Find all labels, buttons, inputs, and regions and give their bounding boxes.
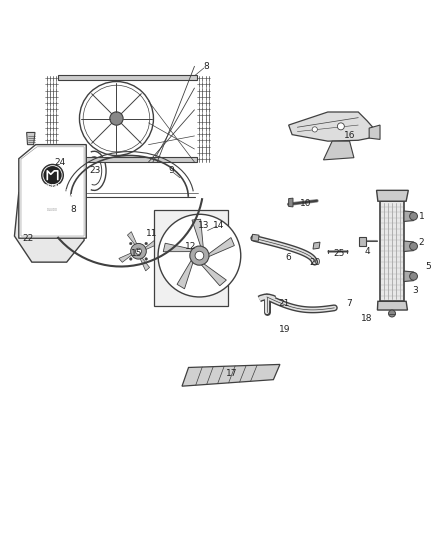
Text: 4: 4 [364,247,370,256]
Text: 3: 3 [412,286,418,295]
Circle shape [79,82,153,156]
Circle shape [186,237,217,268]
Text: 20: 20 [309,257,321,266]
Bar [23,160,82,214]
Polygon shape [404,211,413,221]
Circle shape [130,257,132,260]
Circle shape [410,243,417,250]
Polygon shape [323,141,354,160]
Text: ANTIFREEZE / COOLANT: ANTIFREEZE / COOLANT [27,194,78,198]
Circle shape [178,243,184,249]
Text: DILUIDO: DILUIDO [47,208,58,213]
Text: 8: 8 [71,205,76,214]
Circle shape [173,238,188,254]
Circle shape [389,310,396,317]
Polygon shape [14,184,84,262]
Circle shape [190,246,209,265]
Text: 16: 16 [344,132,355,140]
Circle shape [135,248,141,254]
Polygon shape [252,235,259,241]
Polygon shape [163,243,193,252]
Circle shape [145,243,148,245]
Text: MOPAR: MOPAR [44,183,61,188]
Polygon shape [58,157,197,162]
Polygon shape [313,242,320,249]
Text: 9: 9 [168,166,174,175]
Text: DO NOT ADD WATER: DO NOT ADD WATER [38,204,67,207]
Circle shape [158,214,241,297]
Text: 5 YEAR / 100,000 MILE: 5 YEAR / 100,000 MILE [36,199,69,203]
Text: 12: 12 [185,243,196,252]
Polygon shape [177,260,193,289]
Polygon shape [119,251,135,262]
Polygon shape [404,271,413,281]
Polygon shape [378,301,407,310]
Text: 5: 5 [425,262,431,271]
Circle shape [145,257,148,260]
Circle shape [61,218,72,228]
Text: 6: 6 [286,253,292,262]
Circle shape [40,163,65,188]
Polygon shape [127,232,138,248]
Polygon shape [404,241,413,252]
Polygon shape [289,198,293,207]
Circle shape [410,212,417,220]
Polygon shape [369,125,380,140]
Text: 25: 25 [333,249,344,258]
Circle shape [168,232,194,259]
Text: 21: 21 [279,299,290,308]
Text: 18: 18 [361,314,373,323]
Text: 50/50 PREDILUTED: 50/50 PREDILUTED [37,189,68,193]
Polygon shape [377,190,408,201]
Circle shape [337,123,344,130]
Polygon shape [58,75,197,80]
Text: 11: 11 [146,229,157,238]
Polygon shape [154,210,228,305]
Text: 14: 14 [213,221,225,230]
Circle shape [195,251,204,260]
Circle shape [312,127,318,132]
Polygon shape [201,263,226,286]
Polygon shape [289,112,374,141]
Text: 22: 22 [22,233,33,243]
Circle shape [110,112,123,125]
Polygon shape [27,133,35,144]
Circle shape [43,166,62,185]
Polygon shape [182,365,280,386]
Polygon shape [142,240,158,251]
Text: 19: 19 [279,325,290,334]
Polygon shape [208,238,234,257]
Text: 1: 1 [418,212,424,221]
Polygon shape [138,255,149,271]
Circle shape [130,243,132,245]
Text: 23: 23 [89,166,101,175]
Text: 15: 15 [131,249,142,258]
Polygon shape [192,219,203,248]
Text: 8: 8 [203,62,209,71]
Text: 10: 10 [300,199,312,208]
Polygon shape [359,237,366,246]
Polygon shape [19,144,86,238]
Text: 24: 24 [54,158,66,166]
Circle shape [131,244,146,259]
Circle shape [410,272,417,280]
Text: 7: 7 [347,299,353,308]
Polygon shape [380,201,404,301]
Text: 13: 13 [198,221,209,230]
Text: 2: 2 [419,238,424,247]
Text: 17: 17 [226,369,238,377]
